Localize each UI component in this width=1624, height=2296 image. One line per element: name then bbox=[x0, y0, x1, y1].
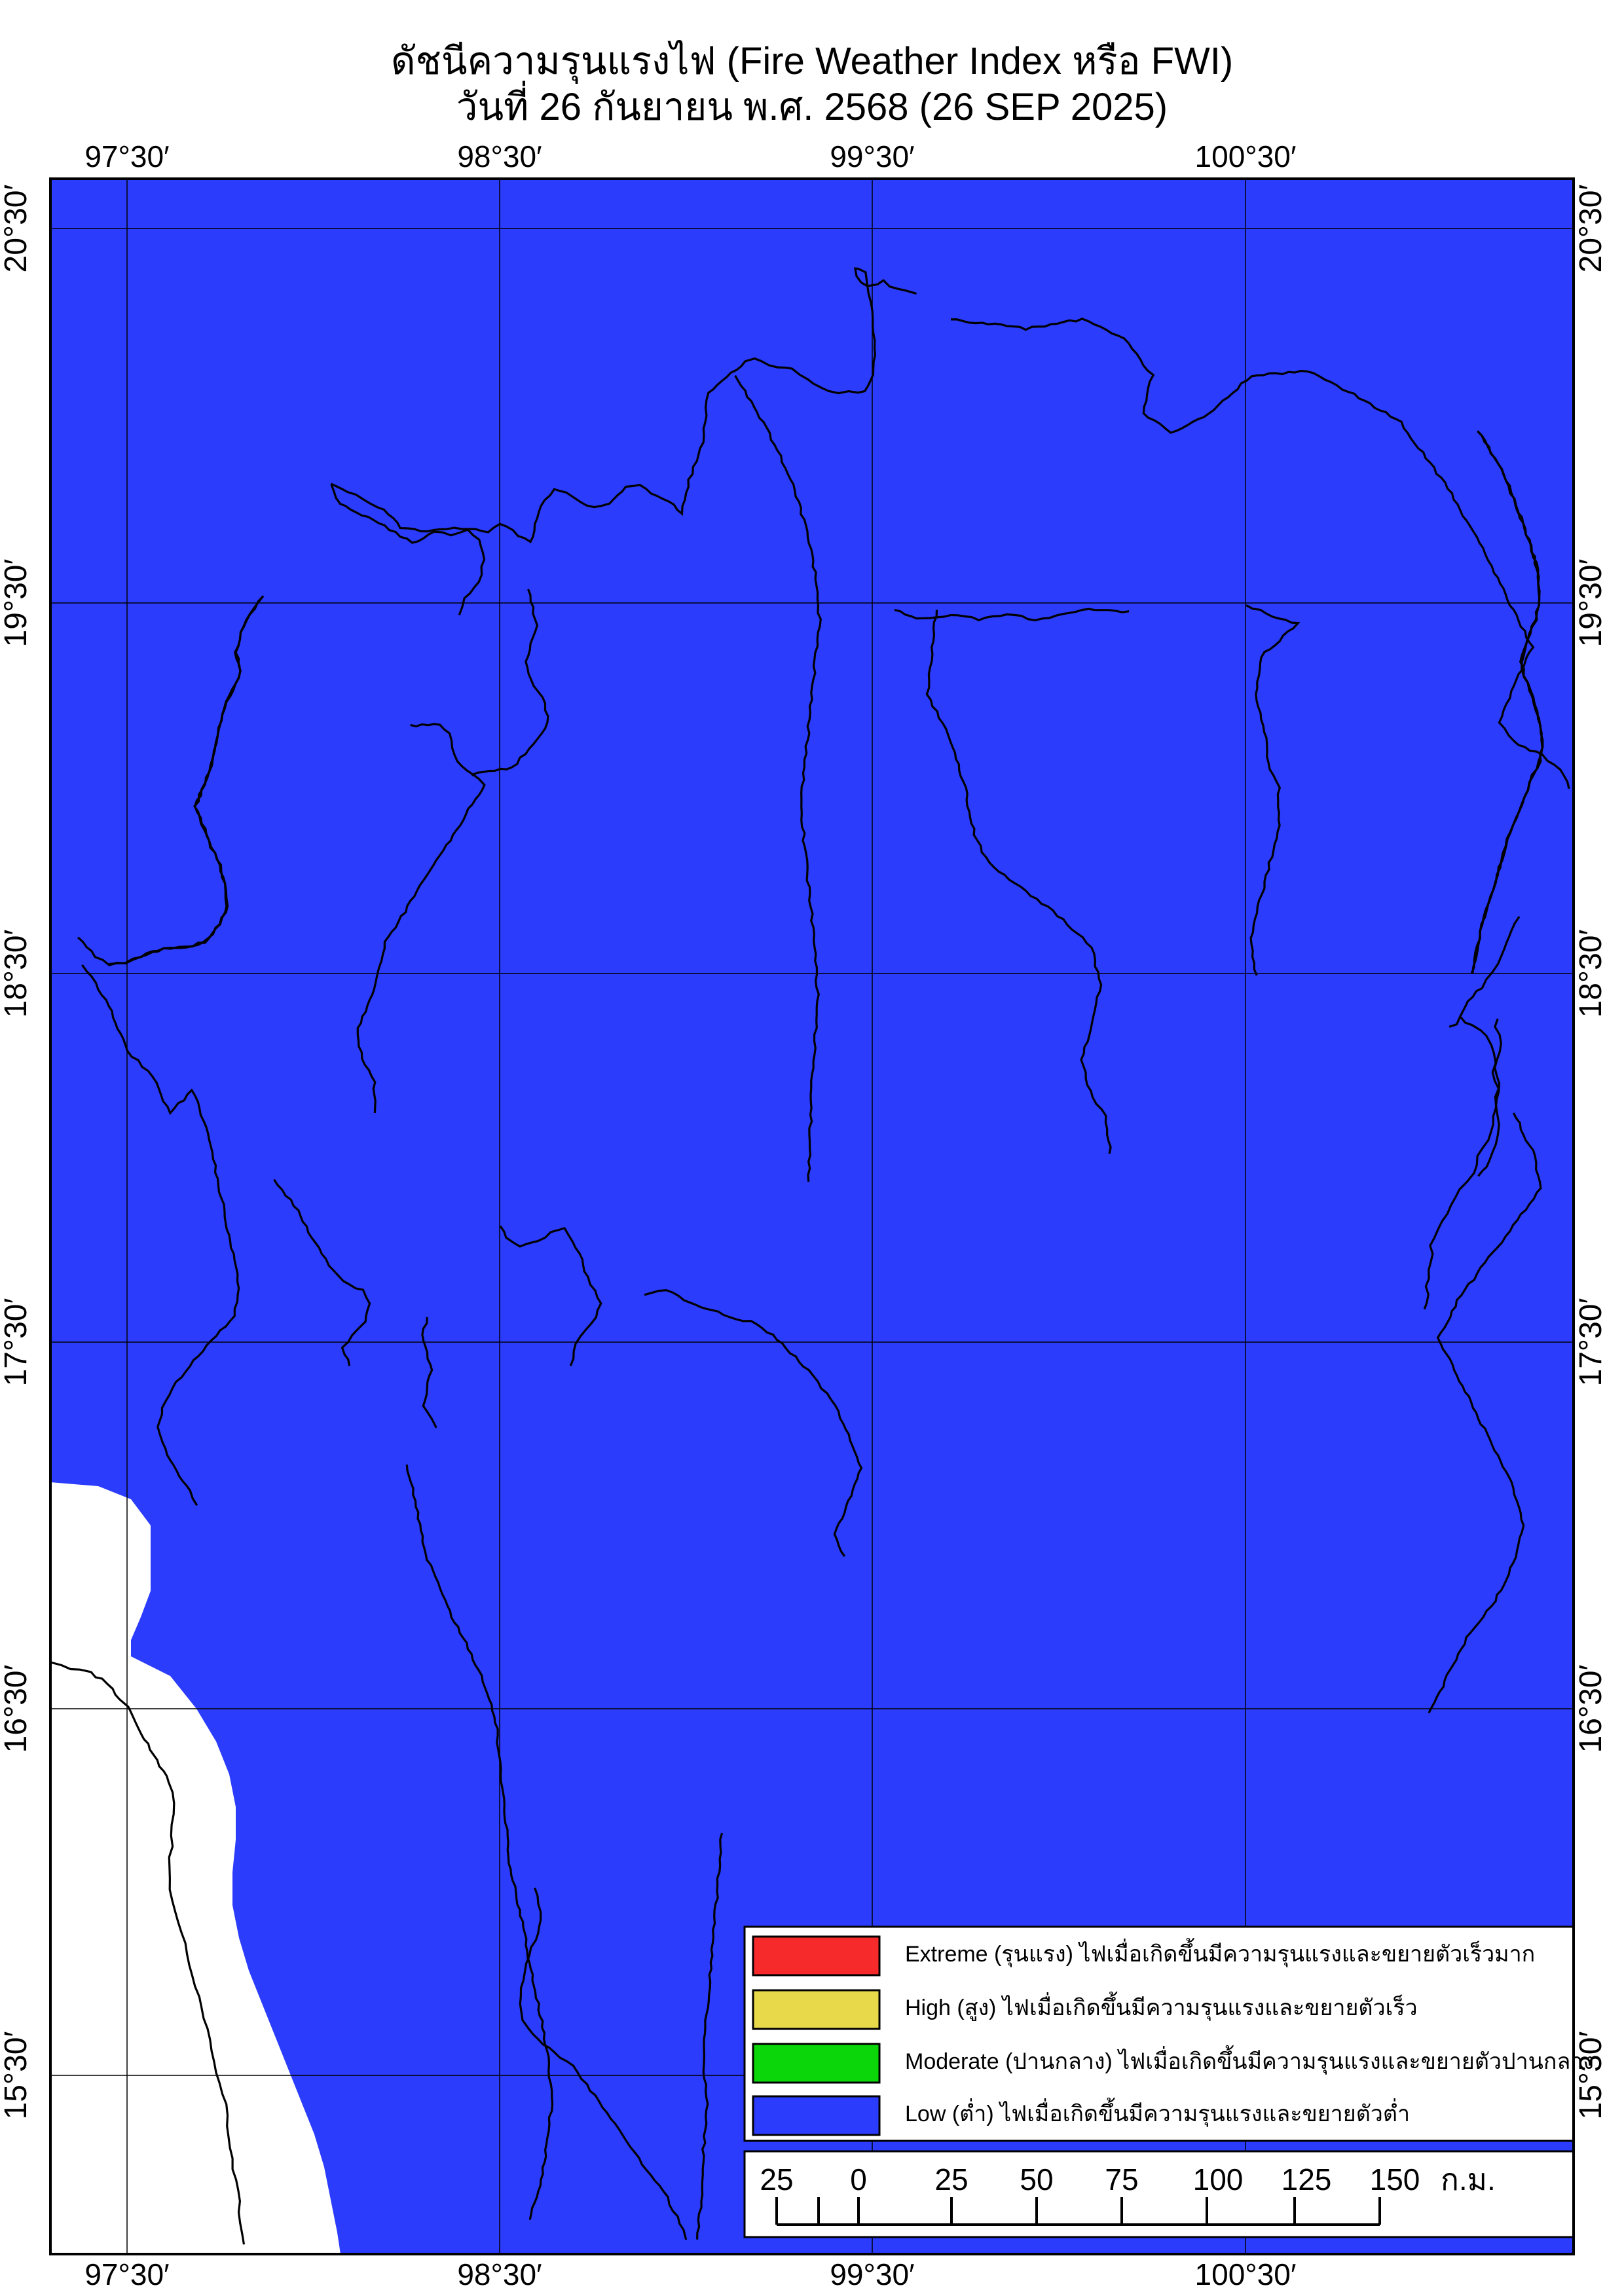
svg-text:100: 100 bbox=[1193, 2162, 1244, 2196]
svg-text:18°30′: 18°30′ bbox=[0, 930, 33, 1018]
svg-text:17°30′: 17°30′ bbox=[1574, 1298, 1608, 1387]
svg-text:16°30′: 16°30′ bbox=[1574, 1665, 1608, 1753]
svg-text:High (สูง) ไฟเมื่อเกิดขึ้นมีคว: High (สูง) ไฟเมื่อเกิดขึ้นมีความรุนแรงแล… bbox=[905, 1992, 1418, 2021]
svg-text:98°30′: 98°30′ bbox=[457, 2257, 542, 2291]
svg-text:25: 25 bbox=[934, 2162, 968, 2196]
svg-text:Extreme (รุนแรง) ไฟเมื่อเกิดขึ: Extreme (รุนแรง) ไฟเมื่อเกิดขึ้นมีความรุ… bbox=[905, 1938, 1535, 1967]
svg-text:98°30′: 98°30′ bbox=[457, 139, 542, 173]
svg-text:150: 150 bbox=[1370, 2162, 1420, 2196]
svg-text:100°30′: 100°30′ bbox=[1195, 139, 1297, 173]
svg-text:99°30′: 99°30′ bbox=[830, 139, 914, 173]
svg-text:Low (ต่ำ) ไฟเมื่อเกิดขึ้นมีควา: Low (ต่ำ) ไฟเมื่อเกิดขึ้นมีความรุนแรงและ… bbox=[905, 2098, 1410, 2127]
svg-text:125: 125 bbox=[1282, 2162, 1332, 2196]
svg-text:ดัชนีความรุนแรงไฟ (Fire Weathe: ดัชนีความรุนแรงไฟ (Fire Weather Index หร… bbox=[391, 39, 1233, 84]
svg-text:97°30′: 97°30′ bbox=[84, 139, 169, 173]
svg-text:97°30′: 97°30′ bbox=[84, 2257, 169, 2291]
svg-text:ก.ม.: ก.ม. bbox=[1441, 2162, 1496, 2196]
svg-text:0: 0 bbox=[850, 2162, 867, 2196]
svg-text:Moderate (ปานกลาง) ไฟเมื่อเกิด: Moderate (ปานกลาง) ไฟเมื่อเกิดขึ้นมีความ… bbox=[905, 2045, 1594, 2075]
svg-text:75: 75 bbox=[1105, 2162, 1138, 2196]
svg-text:15°30′: 15°30′ bbox=[0, 2032, 33, 2120]
svg-text:50: 50 bbox=[1020, 2162, 1053, 2196]
svg-text:19°30′: 19°30′ bbox=[1574, 559, 1608, 647]
svg-text:วันที่ 26 กันยายน พ.ศ. 2568 (2: วันที่ 26 กันยายน พ.ศ. 2568 (26 SEP 2025… bbox=[456, 81, 1168, 128]
svg-text:99°30′: 99°30′ bbox=[830, 2257, 914, 2291]
svg-text:19°30′: 19°30′ bbox=[0, 559, 33, 647]
svg-text:15°30′: 15°30′ bbox=[1574, 2032, 1608, 2120]
svg-text:100°30′: 100°30′ bbox=[1195, 2257, 1297, 2291]
svg-text:25: 25 bbox=[760, 2162, 793, 2196]
svg-text:17°30′: 17°30′ bbox=[0, 1298, 33, 1387]
svg-text:16°30′: 16°30′ bbox=[0, 1665, 33, 1753]
svg-text:20°30′: 20°30′ bbox=[0, 185, 33, 273]
svg-text:20°30′: 20°30′ bbox=[1574, 185, 1608, 273]
svg-text:18°30′: 18°30′ bbox=[1574, 930, 1608, 1018]
